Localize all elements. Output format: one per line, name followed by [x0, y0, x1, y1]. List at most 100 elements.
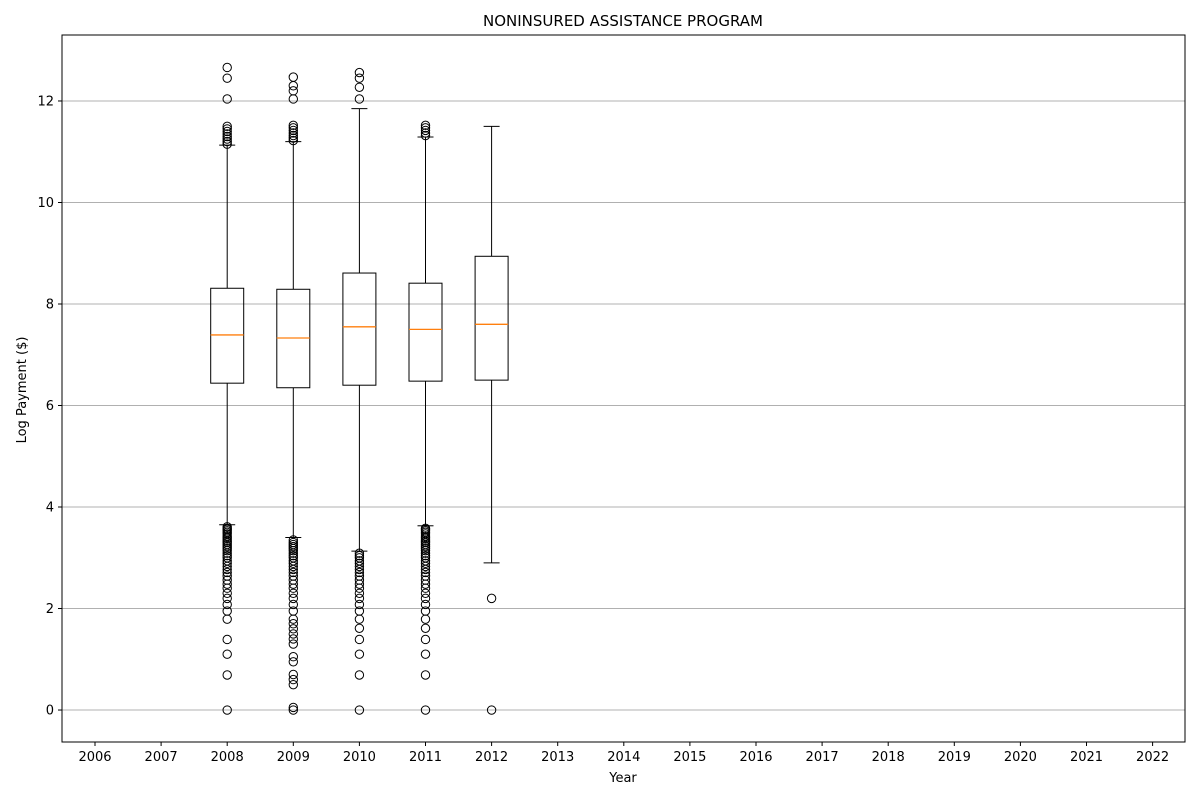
outlier-point	[222, 131, 232, 142]
outlier-point	[288, 571, 298, 581]
outlier-point	[354, 606, 365, 616]
outlier-point	[288, 556, 298, 566]
outlier-point	[288, 669, 298, 680]
grid-lines	[62, 100, 1185, 711]
outlier-point	[354, 593, 365, 604]
iqr-box	[210, 287, 245, 384]
outlier-point	[288, 599, 298, 610]
outlier-point	[288, 619, 298, 629]
outlier-point	[420, 588, 431, 598]
outlier-point	[222, 575, 232, 585]
x-tick-label: 2017	[806, 750, 839, 765]
outlier-point	[420, 575, 431, 585]
outlier-point	[420, 571, 431, 581]
outlier-point	[288, 639, 298, 649]
outlier-point	[222, 599, 232, 610]
outlier-point	[288, 133, 298, 143]
outlier-point	[288, 606, 298, 616]
outlier-point	[354, 705, 365, 715]
outlier-point	[486, 705, 497, 715]
outlier-point	[354, 556, 365, 566]
outlier-point	[354, 94, 365, 104]
outlier-point	[288, 551, 298, 561]
outlier-point	[288, 705, 298, 715]
outlier-point	[288, 575, 298, 585]
outlier-point	[354, 551, 365, 561]
outlier-point	[222, 126, 232, 137]
outlier-point	[354, 571, 365, 581]
x-tick-label: 2018	[872, 750, 905, 765]
outlier-point	[288, 86, 298, 96]
outlier-point	[420, 128, 431, 138]
outlier-point	[288, 593, 298, 604]
outlier-point	[222, 62, 232, 73]
outlier-point	[288, 702, 298, 713]
box-series	[210, 62, 509, 715]
y-tick-label: 12	[37, 94, 54, 109]
box-2011	[408, 120, 443, 715]
x-tick-label: 2015	[673, 750, 706, 765]
outlier-point	[222, 606, 232, 616]
outlier-point	[354, 67, 365, 78]
outlier-point	[222, 705, 232, 715]
outlier-point	[288, 135, 298, 146]
outlier-point	[354, 599, 365, 610]
outlier-point	[288, 634, 298, 644]
outlier-point	[420, 523, 431, 534]
outlier-point	[222, 614, 232, 624]
x-tick-label: 2019	[938, 750, 971, 765]
outlier-point	[288, 535, 298, 545]
outlier-point	[420, 567, 431, 578]
y-tick-label: 0	[46, 704, 54, 719]
outlier-point	[222, 649, 232, 659]
outlier-point	[354, 567, 365, 578]
y-tick-label: 2	[46, 602, 54, 617]
outlier-point	[420, 649, 431, 659]
outlier-point	[420, 634, 431, 645]
outlier-point	[420, 606, 431, 616]
outlier-point	[222, 139, 232, 149]
outlier-point	[420, 130, 431, 141]
outlier-point	[420, 614, 431, 624]
x-tick-label: 2009	[277, 750, 310, 765]
outlier-point	[222, 129, 232, 139]
outlier-point	[354, 623, 365, 634]
outlier-point	[354, 588, 365, 598]
outlier-point	[288, 674, 298, 685]
outlier-point	[288, 130, 298, 141]
outlier-point	[288, 120, 298, 131]
outlier-point	[420, 551, 431, 561]
x-tick-label: 2011	[409, 750, 442, 765]
outlier-point	[288, 72, 298, 82]
x-axis-label: Year	[608, 771, 637, 786]
iqr-box	[342, 272, 377, 386]
outlier-point	[222, 670, 232, 680]
x-tick-label: 2022	[1136, 750, 1169, 765]
outlier-point	[222, 571, 232, 581]
y-axis-ticks: 0 2 4 6 8 10 12	[37, 94, 62, 719]
outlier-point	[222, 556, 232, 566]
x-tick-label: 2014	[607, 750, 640, 765]
outlier-point	[222, 73, 232, 83]
box-2010	[342, 67, 377, 715]
outlier-point	[222, 134, 232, 144]
outlier-point	[420, 556, 431, 566]
outlier-point	[222, 588, 232, 598]
outlier-point	[288, 629, 298, 639]
outlier-point	[288, 128, 298, 138]
box-2008	[210, 62, 245, 715]
outlier-point	[222, 136, 232, 147]
outlier-point	[222, 593, 232, 604]
outlier-point	[288, 123, 298, 133]
outlier-point	[288, 567, 298, 578]
outlier-point	[420, 120, 431, 131]
outlier-point	[354, 548, 365, 558]
outlier-point	[222, 522, 232, 532]
y-tick-label: 4	[46, 501, 54, 516]
x-tick-label: 2016	[739, 750, 772, 765]
outlier-point	[288, 558, 298, 569]
outlier-point	[222, 558, 232, 569]
outlier-point	[354, 614, 365, 624]
outlier-point	[288, 588, 298, 598]
outlier-point	[288, 94, 298, 104]
